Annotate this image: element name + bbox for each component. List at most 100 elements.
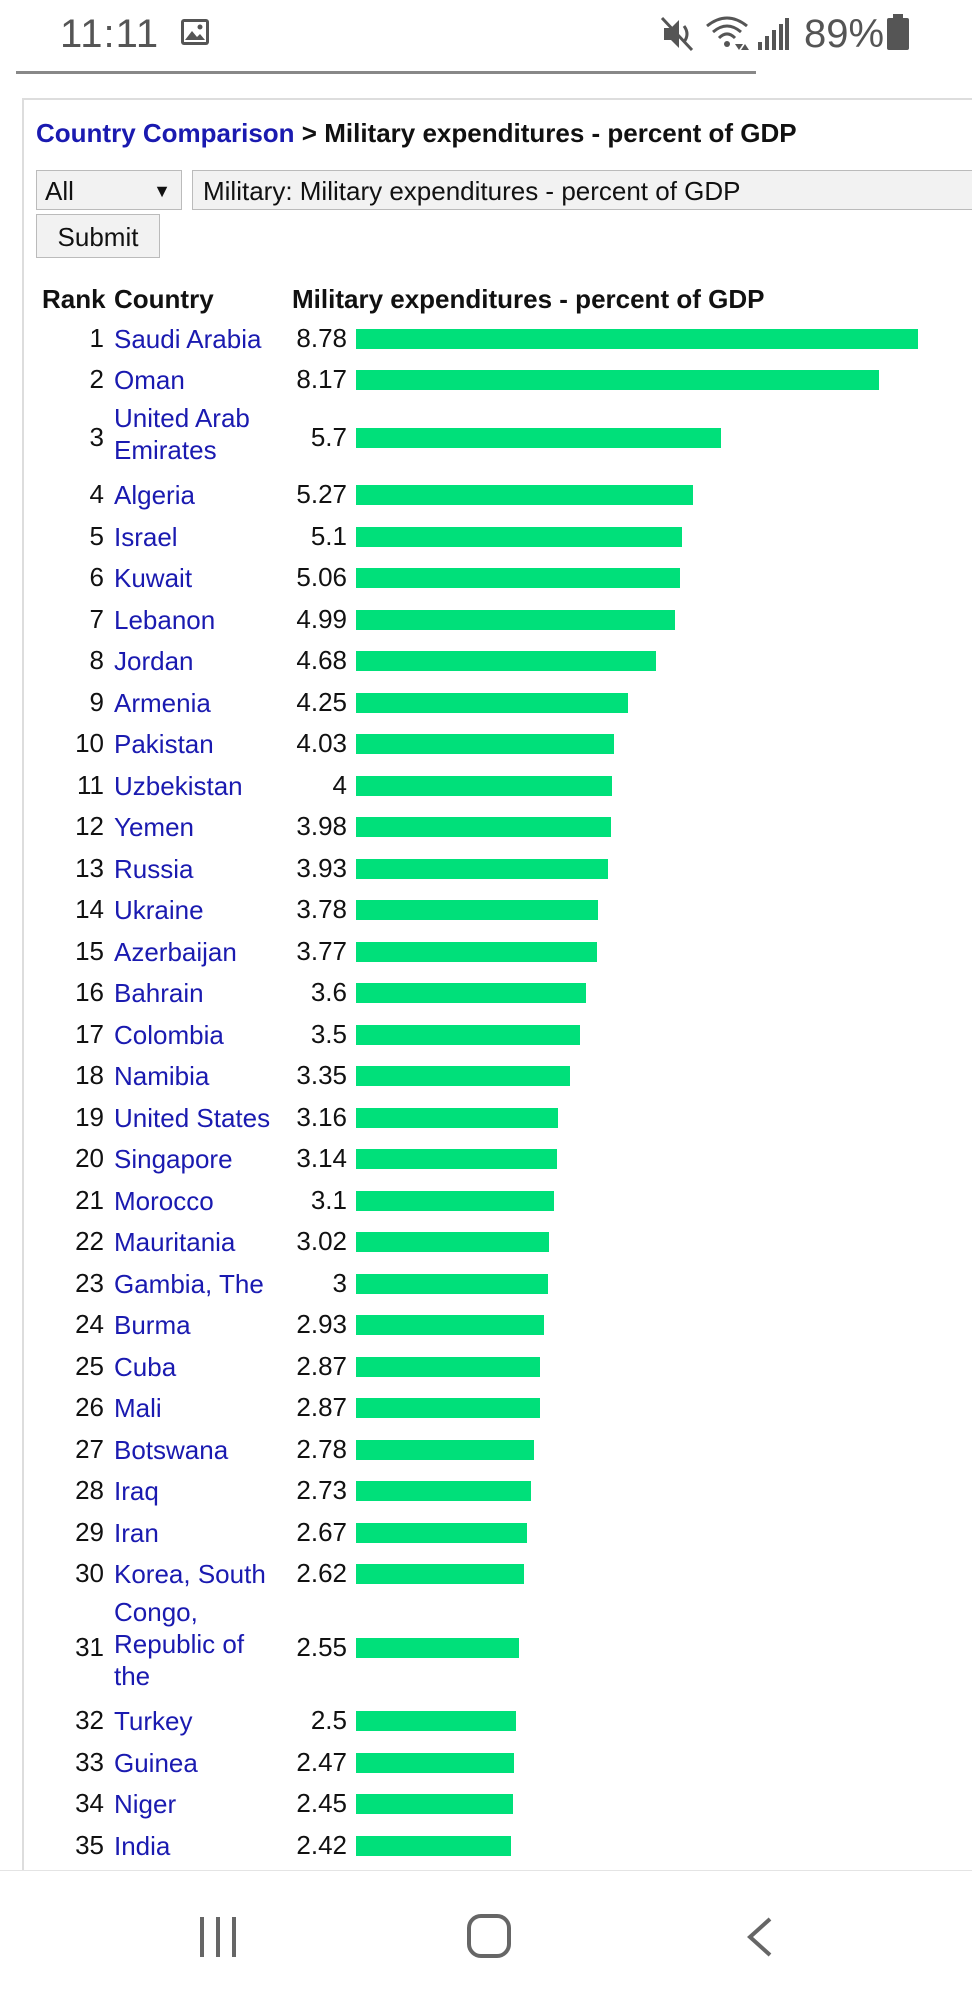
back-icon[interactable] xyxy=(744,1915,776,1959)
country-link[interactable]: United States xyxy=(114,1102,271,1133)
country-link[interactable]: Oman xyxy=(114,365,185,396)
country-link[interactable]: Azerbaijan xyxy=(114,936,237,967)
country-link[interactable]: Armenia xyxy=(114,687,211,718)
row-rank: 6 xyxy=(89,562,104,593)
country-link[interactable]: Israel xyxy=(114,521,178,552)
value-bar xyxy=(356,775,612,796)
table-row: 35 India 2.42 xyxy=(0,1825,972,1867)
row-value: 8.78 xyxy=(296,322,347,353)
row-value: 3.6 xyxy=(310,977,347,1008)
country-link[interactable]: Congo, Republic of the xyxy=(114,1597,245,1691)
row-rank: 2 xyxy=(89,364,104,395)
value-bar xyxy=(356,1522,527,1543)
row-value: 3.35 xyxy=(296,1060,347,1091)
country-link[interactable]: Morocco xyxy=(114,1185,214,1216)
row-rank: 19 xyxy=(75,1101,104,1132)
row-value: 2.87 xyxy=(296,1350,347,1381)
country-link[interactable]: Jordan xyxy=(114,646,194,677)
row-rank: 4 xyxy=(89,479,104,510)
country-link[interactable]: Colombia xyxy=(114,1019,224,1050)
value-bar xyxy=(356,1398,540,1419)
country-link[interactable]: Iraq xyxy=(114,1476,159,1507)
country-link[interactable]: Russia xyxy=(114,853,194,884)
dropdown-arrow-icon: ▼ xyxy=(153,181,171,201)
country-link[interactable]: Pakistan xyxy=(114,729,214,760)
gallery-icon xyxy=(181,19,209,45)
value-bar xyxy=(356,1752,515,1773)
value-bar xyxy=(356,983,587,1004)
country-comparison-link[interactable]: Country Comparison xyxy=(36,118,295,148)
table-row: 6 Kuwait 5.06 xyxy=(0,558,972,600)
country-link[interactable]: Korea, South xyxy=(114,1559,266,1590)
table-row: 19 United States 3.16 xyxy=(0,1097,972,1139)
table-row: 2 Oman 8.17 xyxy=(0,360,972,402)
country-link[interactable]: India xyxy=(114,1830,171,1861)
table-row: 18 Namibia 3.35 xyxy=(0,1056,972,1098)
row-value: 5.06 xyxy=(296,562,347,593)
value-bar xyxy=(356,692,628,713)
table-row: 7 Lebanon 4.99 xyxy=(0,599,972,641)
country-link[interactable]: Singapore xyxy=(114,1144,233,1175)
country-link[interactable]: Lebanon xyxy=(114,604,216,635)
table-row: 32 Turkey 2.5 xyxy=(0,1701,972,1743)
country-link[interactable]: Iran xyxy=(114,1517,159,1548)
country-link[interactable]: Guinea xyxy=(114,1747,198,1778)
table-row: 25 Cuba 2.87 xyxy=(0,1346,972,1388)
row-value: 3.16 xyxy=(296,1101,347,1132)
country-link[interactable]: Ukraine xyxy=(114,895,204,926)
row-value: 2.73 xyxy=(296,1475,347,1506)
country-link[interactable]: Turkey xyxy=(114,1706,193,1737)
row-rank: 1 xyxy=(89,322,104,353)
value-bar xyxy=(356,817,611,838)
table-row: 33 Guinea 2.47 xyxy=(0,1742,972,1784)
country-link[interactable]: Botswana xyxy=(114,1434,229,1465)
country-link[interactable]: United Arab Emirates xyxy=(114,403,250,465)
country-link[interactable]: Kuwait xyxy=(114,563,193,594)
row-rank: 27 xyxy=(75,1433,104,1464)
country-link[interactable]: Yemen xyxy=(114,812,194,843)
row-rank: 28 xyxy=(75,1475,104,1506)
country-link[interactable]: Cuba xyxy=(114,1351,177,1382)
row-value: 8.17 xyxy=(296,364,347,395)
country-link[interactable]: Burma xyxy=(114,1310,191,1341)
recents-icon[interactable] xyxy=(196,1915,240,1959)
row-value: 4.25 xyxy=(296,686,347,717)
row-rank: 20 xyxy=(75,1143,104,1174)
country-link[interactable]: Mauritania xyxy=(114,1227,236,1258)
country-link[interactable]: Namibia xyxy=(114,1061,210,1092)
header-value: Military expenditures - percent of GDP xyxy=(292,284,765,314)
country-link[interactable]: Uzbekistan xyxy=(114,770,243,801)
table-row: 17 Colombia 3.5 xyxy=(0,1014,972,1056)
row-rank: 14 xyxy=(75,894,104,925)
country-link[interactable]: Saudi Arabia xyxy=(114,323,262,354)
value-bar xyxy=(356,1356,540,1377)
country-link[interactable]: Niger xyxy=(114,1789,177,1820)
table-row: 14 Ukraine 3.78 xyxy=(0,890,972,932)
country-link[interactable]: Algeria xyxy=(114,480,195,511)
field-select[interactable]: Military: Military expenditures - percen… xyxy=(192,170,972,210)
address-bar-underline xyxy=(16,71,756,74)
field-select-value: Military: Military expenditures - percen… xyxy=(203,176,741,206)
value-bar xyxy=(356,941,598,962)
country-link[interactable]: Gambia, The xyxy=(114,1268,264,1299)
table-row: 26 Mali 2.87 xyxy=(0,1388,972,1430)
row-rank: 13 xyxy=(75,852,104,883)
country-link[interactable]: Bahrain xyxy=(114,978,204,1009)
value-bar xyxy=(356,900,598,921)
row-value: 2.78 xyxy=(296,1433,347,1464)
table-row: 11 Uzbekistan 4 xyxy=(0,765,972,807)
country-link[interactable]: Mali xyxy=(114,1393,162,1424)
row-rank: 15 xyxy=(75,935,104,966)
region-select[interactable]: All ▼ xyxy=(36,170,182,210)
value-bar xyxy=(356,734,614,755)
row-value: 4.68 xyxy=(296,645,347,676)
value-bar xyxy=(356,1024,580,1045)
battery-percent: 89% xyxy=(804,12,885,56)
home-icon[interactable] xyxy=(466,1913,512,1959)
row-rank: 24 xyxy=(75,1309,104,1340)
row-rank: 3 xyxy=(89,421,104,452)
mute-icon xyxy=(660,16,694,52)
submit-button[interactable]: Submit xyxy=(36,214,160,258)
row-rank: 33 xyxy=(75,1746,104,1777)
table-row: 24 Burma 2.93 xyxy=(0,1305,972,1347)
